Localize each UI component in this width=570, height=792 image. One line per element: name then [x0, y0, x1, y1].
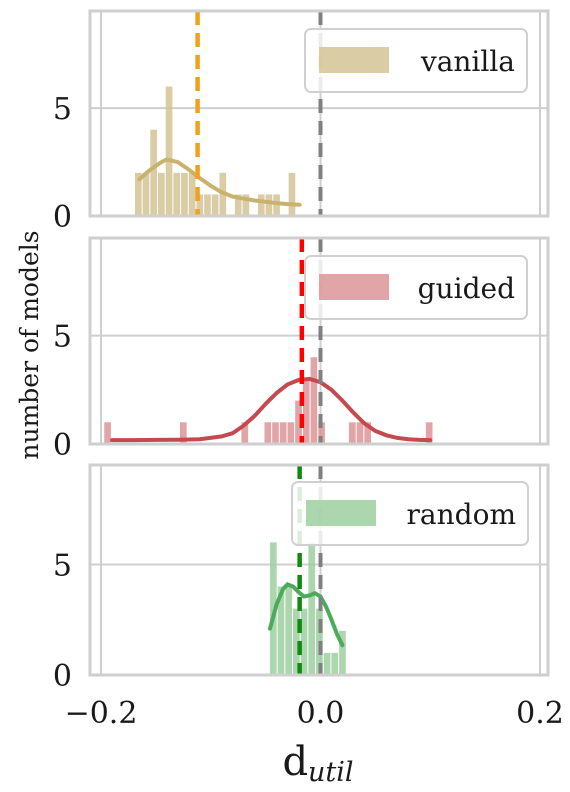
histogram-bar — [181, 172, 188, 216]
x-axis-label-main: d — [282, 739, 308, 785]
kde-curve — [110, 376, 433, 443]
histogram-bar — [318, 422, 325, 444]
histogram-bar — [264, 422, 272, 444]
y-tick-label: 5 — [53, 548, 72, 583]
histogram-bar — [188, 172, 196, 216]
histogram-bar — [277, 586, 285, 675]
x-axis-label: dutil — [282, 739, 353, 788]
legend-label: vanilla — [420, 45, 515, 78]
panel-random: 0 5 random — [53, 463, 550, 694]
legend-box — [304, 28, 528, 93]
histogram-bar — [356, 422, 364, 444]
histogram-bar — [104, 422, 111, 444]
histogram-bar — [339, 630, 346, 675]
histogram-bar — [241, 422, 249, 444]
x-tick-label: 0.0 — [297, 696, 345, 731]
kde-curve — [268, 582, 345, 648]
histogram-bar — [295, 400, 302, 444]
legend-random: random — [291, 481, 529, 546]
y-tick-label: 0 — [53, 659, 72, 694]
histogram-bar — [242, 194, 250, 216]
y-tick-label: 5 — [53, 92, 72, 127]
histogram-bar — [234, 194, 242, 216]
histogram-bar — [158, 172, 165, 216]
histogram-bar — [331, 652, 339, 675]
legend-label: guided — [418, 272, 515, 305]
histogram-bar — [265, 194, 273, 216]
panel-frame — [88, 463, 550, 677]
histogram-bar — [308, 542, 316, 675]
legend-box — [291, 481, 529, 546]
y-tick-label: 0 — [53, 428, 72, 463]
legend-guided: guided — [304, 255, 528, 320]
histogram-bar — [142, 172, 150, 216]
histogram-bar — [302, 378, 310, 444]
histogram-bar — [425, 422, 433, 444]
histogram-bar — [211, 194, 219, 216]
panel-frame — [88, 236, 550, 446]
panel-frame — [88, 9, 550, 218]
y-axis-label: number of models — [15, 230, 44, 459]
histogram-bar — [165, 86, 173, 217]
histogram-bar — [179, 422, 187, 444]
histogram-bar — [196, 194, 204, 216]
histogram-bar — [293, 608, 300, 675]
histogram-bar — [310, 357, 318, 444]
histogram-bar — [288, 172, 296, 216]
histogram-bar — [323, 652, 331, 675]
x-axis-label-subscript: util — [308, 757, 354, 788]
legend-label: random — [407, 498, 516, 531]
kde-curve — [137, 157, 302, 207]
x-tick-label: −0.2 — [65, 696, 138, 731]
histogram-bar — [287, 422, 295, 444]
histogram-bar — [285, 586, 293, 675]
histogram-bar — [348, 422, 356, 444]
histogram-bar — [364, 422, 372, 444]
legend-swatch — [306, 500, 376, 526]
histogram-bar — [257, 194, 265, 216]
x-tick-label: 0.2 — [516, 696, 564, 731]
histogram-bar — [272, 422, 279, 444]
legend-box — [304, 255, 528, 320]
histogram-bar — [134, 172, 142, 216]
y-tick-label: 0 — [53, 200, 72, 235]
legend-vanilla: vanilla — [304, 28, 528, 93]
panel-guided: 0 5 guided — [53, 236, 550, 463]
panel-vanilla: 0 5 vanilla — [53, 9, 550, 235]
legend-swatch — [319, 47, 389, 73]
y-tick-label: 5 — [53, 320, 72, 355]
legend-swatch — [319, 274, 389, 300]
histogram-bar — [150, 129, 158, 216]
histogram-bar — [279, 422, 287, 444]
histogram-bar — [204, 194, 211, 216]
histogram-bar — [269, 542, 277, 675]
histogram-bar — [300, 608, 308, 675]
histogram-bar — [173, 172, 181, 216]
histogram-bar — [273, 194, 280, 216]
